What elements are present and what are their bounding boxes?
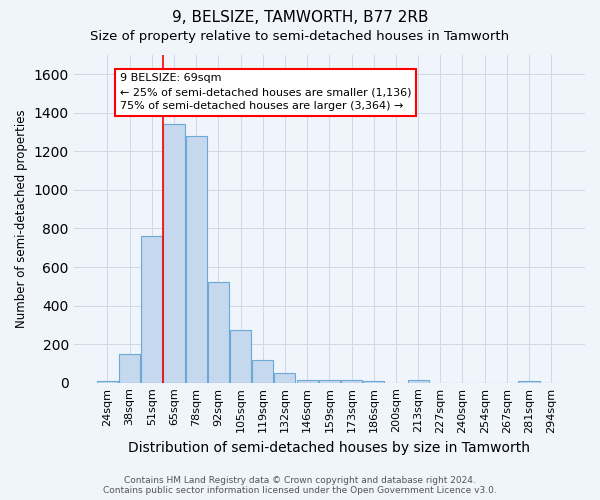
Bar	[296, 380, 317, 382]
Bar	[141, 236, 163, 382]
Text: Contains HM Land Registry data © Crown copyright and database right 2024.
Contai: Contains HM Land Registry data © Crown c…	[103, 476, 497, 495]
X-axis label: Distribution of semi-detached houses by size in Tamworth: Distribution of semi-detached houses by …	[128, 441, 530, 455]
Bar	[230, 330, 251, 382]
Bar	[319, 380, 340, 382]
Text: 9, BELSIZE, TAMWORTH, B77 2RB: 9, BELSIZE, TAMWORTH, B77 2RB	[172, 10, 428, 25]
Bar	[97, 381, 118, 382]
Bar	[119, 354, 140, 382]
Text: Size of property relative to semi-detached houses in Tamworth: Size of property relative to semi-detach…	[91, 30, 509, 43]
Text: 9 BELSIZE: 69sqm
← 25% of semi-detached houses are smaller (1,136)
75% of semi-d: 9 BELSIZE: 69sqm ← 25% of semi-detached …	[119, 74, 411, 112]
Bar	[363, 381, 384, 382]
Y-axis label: Number of semi-detached properties: Number of semi-detached properties	[15, 110, 28, 328]
Bar	[208, 282, 229, 382]
Bar	[252, 360, 274, 382]
Bar	[185, 136, 207, 382]
Bar	[274, 373, 295, 382]
Bar	[341, 380, 362, 382]
Bar	[407, 380, 428, 382]
Bar	[518, 381, 539, 382]
Bar	[163, 124, 185, 382]
